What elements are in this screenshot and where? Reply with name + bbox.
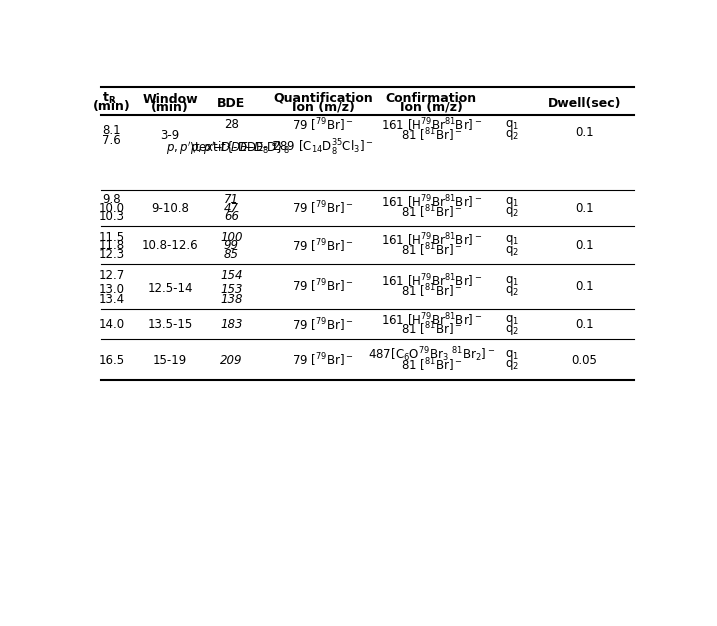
Text: 183: 183: [220, 318, 242, 331]
Text: BDE: BDE: [217, 96, 245, 110]
Text: q$_1$: q$_1$: [505, 347, 519, 362]
Text: 0.1: 0.1: [575, 126, 594, 140]
Text: q$_2$: q$_2$: [505, 205, 519, 220]
Text: Confirmation: Confirmation: [386, 92, 477, 105]
Text: 9.8: 9.8: [103, 193, 121, 206]
Text: Window: Window: [143, 93, 198, 106]
Text: q$_2$: q$_2$: [505, 128, 519, 142]
Text: 0.1: 0.1: [575, 202, 594, 215]
Text: 7.6: 7.6: [103, 134, 121, 146]
Text: 28: 28: [224, 118, 239, 131]
Text: q$_2$: q$_2$: [505, 358, 519, 372]
Text: 81 [$^{81}$Br]$^-$: 81 [$^{81}$Br]$^-$: [401, 282, 462, 300]
Text: 81 [$^{81}$Br]$^-$: 81 [$^{81}$Br]$^-$: [401, 242, 462, 259]
Text: 79 [$^{79}$Br]$^-$: 79 [$^{79}$Br]$^-$: [293, 277, 353, 295]
Text: 0.05: 0.05: [571, 354, 597, 367]
Text: 11.5: 11.5: [99, 230, 125, 244]
Text: (min): (min): [151, 101, 189, 114]
Text: Ion (m/z): Ion (m/z): [400, 100, 462, 113]
Text: 16.5: 16.5: [99, 354, 125, 367]
Text: 9-10.8: 9-10.8: [151, 202, 189, 215]
Text: (min): (min): [93, 100, 130, 113]
Text: 85: 85: [224, 248, 239, 261]
Text: 12.7: 12.7: [99, 269, 125, 282]
Text: 13.0: 13.0: [99, 283, 125, 296]
Text: 138: 138: [220, 293, 242, 305]
Text: 79 [$^{79}$Br]$^-$: 79 [$^{79}$Br]$^-$: [293, 116, 353, 133]
Text: 81 [$^{81}$Br]$^-$: 81 [$^{81}$Br]$^-$: [401, 357, 462, 374]
Text: 10.3: 10.3: [99, 210, 125, 223]
Text: 0.1: 0.1: [575, 318, 594, 331]
Text: 0.1: 0.1: [575, 239, 594, 252]
Text: 154: 154: [220, 269, 242, 282]
Text: 66: 66: [224, 210, 239, 223]
Text: q$_1$: q$_1$: [505, 313, 519, 327]
Text: 13.5-15: 13.5-15: [148, 318, 193, 331]
Text: 289 [C$_{14}$D$_8^{35}$Cl$_3$]$^-$: 289 [C$_{14}$D$_8^{35}$Cl$_3$]$^-$: [272, 138, 374, 158]
Text: q$_2$: q$_2$: [505, 322, 519, 337]
Text: Quantification: Quantification: [273, 92, 373, 105]
Text: 13.4: 13.4: [99, 293, 125, 305]
Text: 10.0: 10.0: [99, 202, 125, 215]
Text: Dwell(sec): Dwell(sec): [547, 96, 621, 110]
Text: 8.1: 8.1: [103, 124, 121, 137]
Text: 47: 47: [224, 202, 239, 215]
Text: 161 [H$^{79}$Br$^{81}$Br]$^-$: 161 [H$^{79}$Br$^{81}$Br]$^-$: [381, 232, 482, 249]
Text: 100: 100: [220, 230, 242, 244]
Text: $\mathbf{t_R}$: $\mathbf{t_R}$: [102, 91, 116, 106]
Text: 81 [$^{81}$Br]$^-$: 81 [$^{81}$Br]$^-$: [401, 321, 462, 339]
Text: 14.0: 14.0: [99, 318, 125, 331]
Text: 161 [H$^{79}$Br$^{81}$Br]$^-$: 161 [H$^{79}$Br$^{81}$Br]$^-$: [381, 311, 482, 329]
Text: q$_1$: q$_1$: [505, 118, 519, 131]
Text: 71: 71: [224, 193, 239, 206]
Text: q$_2$: q$_2$: [505, 284, 519, 298]
Text: 11.8: 11.8: [99, 239, 125, 252]
Text: 161 [H$^{79}$Br$^{81}$Br]$^-$: 161 [H$^{79}$Br$^{81}$Br]$^-$: [381, 193, 482, 211]
Text: 12.5-14: 12.5-14: [148, 282, 193, 295]
Text: 81 [$^{81}$Br]$^-$: 81 [$^{81}$Br]$^-$: [401, 126, 462, 143]
Text: 15-19: 15-19: [153, 354, 187, 367]
Text: Ion (m/z): Ion (m/z): [292, 100, 354, 113]
Text: 161 [H$^{79}$Br$^{81}$Br]$^-$: 161 [H$^{79}$Br$^{81}$Br]$^-$: [381, 116, 482, 133]
Text: 0.1: 0.1: [575, 280, 594, 293]
Text: $p,p'$\textit{-DDE-D}$_8$: $p,p'$\textit{-DDE-D}$_8$: [166, 140, 290, 157]
Text: 79 [$^{79}$Br]$^-$: 79 [$^{79}$Br]$^-$: [293, 352, 353, 369]
Text: 487[C$_6$O$^{79}$Br$_3$ $^{81}$Br$_2$]$^-$: 487[C$_6$O$^{79}$Br$_3$ $^{81}$Br$_2$]$^…: [368, 346, 495, 364]
Text: $\it{p,p'\!\!-\!\!DDE\!\!-\!\!D_8}$ $^a$: $\it{p,p'\!\!-\!\!DDE\!\!-\!\!D_8}$ $^a$: [190, 140, 278, 157]
Text: q$_1$: q$_1$: [505, 195, 519, 209]
Text: 209: 209: [220, 354, 242, 367]
Text: 3-9: 3-9: [161, 129, 180, 142]
Text: 161 [H$^{79}$Br$^{81}$Br]$^-$: 161 [H$^{79}$Br$^{81}$Br]$^-$: [381, 273, 482, 290]
Text: 12.3: 12.3: [99, 248, 125, 261]
Text: 153: 153: [220, 283, 242, 296]
Text: 79 [$^{79}$Br]$^-$: 79 [$^{79}$Br]$^-$: [293, 200, 353, 217]
Text: q$_1$: q$_1$: [505, 274, 519, 289]
Text: 79 [$^{79}$Br]$^-$: 79 [$^{79}$Br]$^-$: [293, 316, 353, 334]
Text: 79 [$^{79}$Br]$^-$: 79 [$^{79}$Br]$^-$: [293, 237, 353, 255]
Text: 99: 99: [224, 239, 239, 252]
Text: 81 [$^{81}$Br]$^-$: 81 [$^{81}$Br]$^-$: [401, 203, 462, 221]
Text: q$_1$: q$_1$: [505, 233, 519, 247]
Text: 10.8-12.6: 10.8-12.6: [142, 239, 199, 252]
Text: q$_2$: q$_2$: [505, 244, 519, 257]
